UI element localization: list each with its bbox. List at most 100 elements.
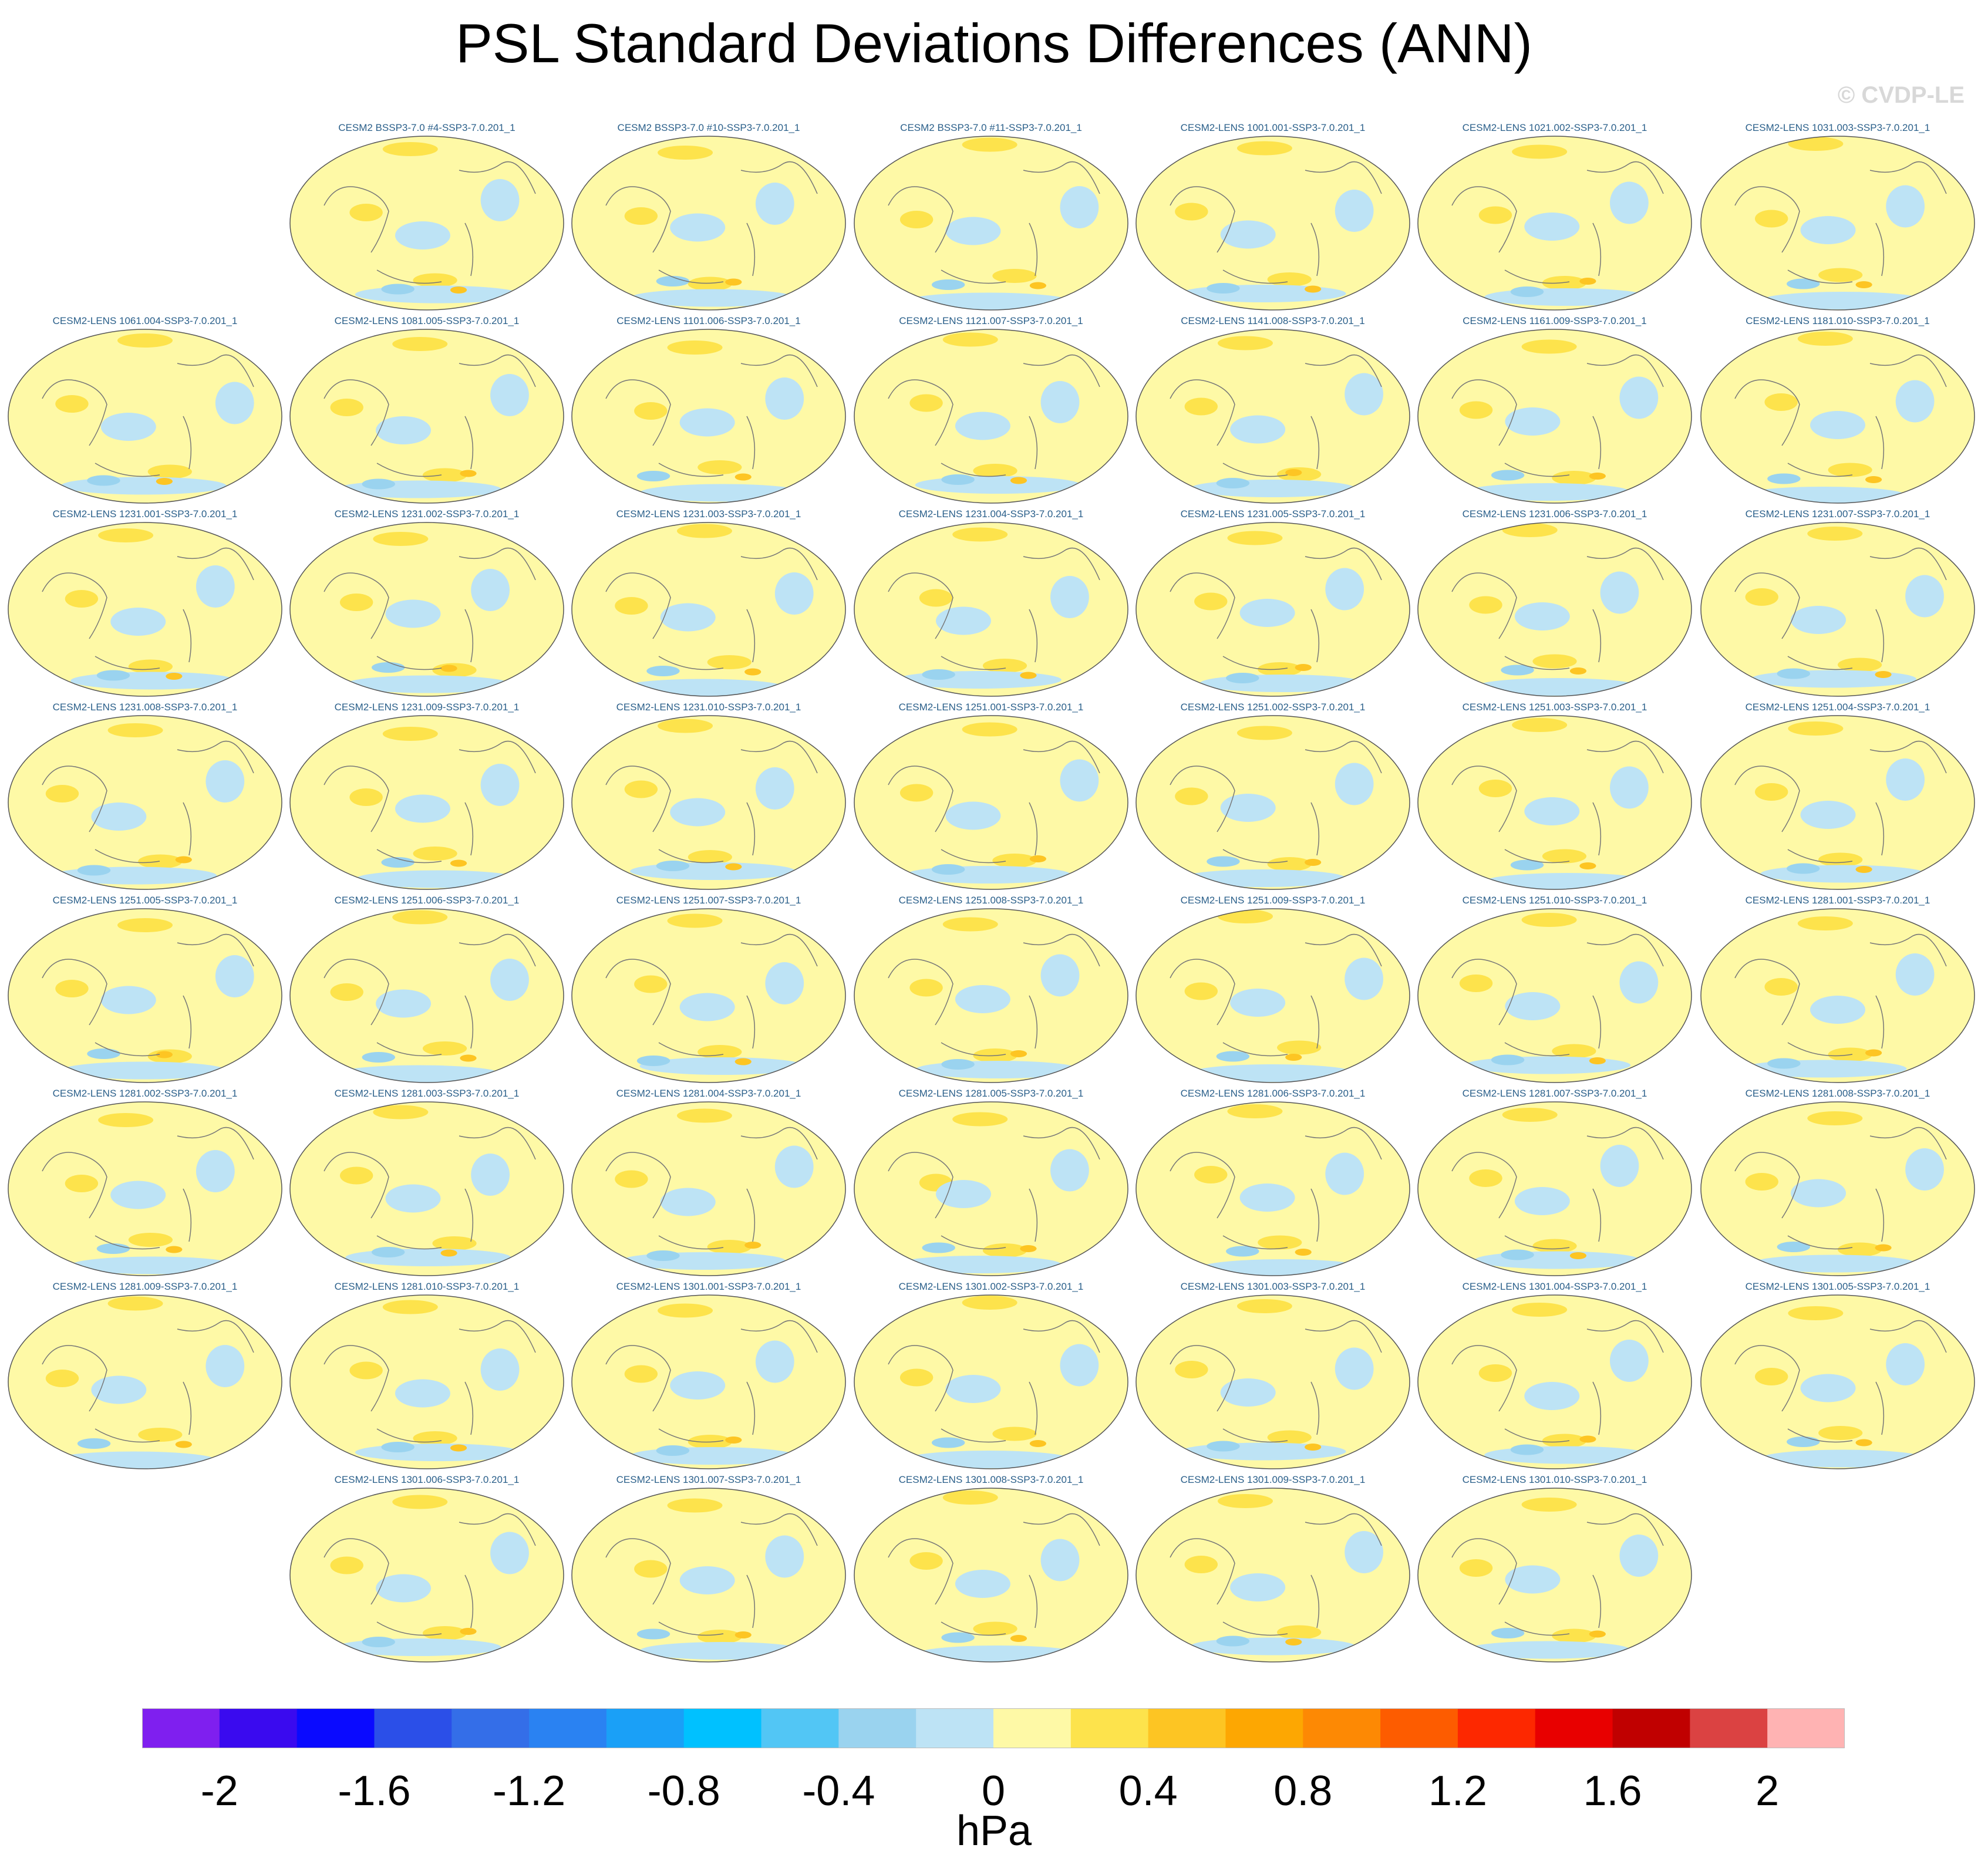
coastline: [324, 1127, 536, 1250]
anomaly-region: [1218, 336, 1273, 350]
anomaly-region: [919, 589, 953, 607]
anomaly-region: [385, 1184, 441, 1213]
anomaly-region: [91, 802, 147, 831]
anomaly-region: [941, 1632, 975, 1643]
panel-title: CESM2-LENS 1281.010-SSP3-7.0.201_1: [334, 1281, 520, 1292]
anomaly-region: [765, 962, 804, 1004]
anomaly-region: [1619, 376, 1659, 419]
anomaly-region: [1838, 657, 1882, 672]
anomaly-region: [1510, 859, 1544, 871]
anomaly-region: [1305, 1444, 1322, 1451]
anomaly-region: [1226, 1246, 1259, 1257]
map-panel: CESM2-LENS 1101.006-SSP3-7.0.201_1: [571, 315, 847, 509]
map-field: [1700, 908, 1975, 1083]
panel-title: CESM2-LENS 1231.001-SSP3-7.0.201_1: [52, 508, 238, 520]
anomaly-region: [1459, 1559, 1493, 1577]
anomaly-region: [698, 1630, 742, 1644]
anomaly-region: [1755, 783, 1788, 801]
anomaly-region: [91, 1375, 147, 1404]
anomaly-region: [345, 1249, 511, 1266]
anomaly-region: [77, 865, 111, 876]
anomaly-region: [1807, 527, 1863, 541]
anomaly-region: [646, 1250, 680, 1261]
anomaly-region: [1465, 1641, 1631, 1659]
map-outline: [1417, 1488, 1692, 1663]
panel-title: CESM2-LENS 1231.004-SSP3-7.0.201_1: [898, 508, 1084, 520]
anomaly-region: [110, 1181, 166, 1209]
anomaly-region: [1552, 471, 1596, 485]
anomaly-region: [915, 1061, 1081, 1078]
anomaly-region: [992, 269, 1037, 283]
anomaly-region: [490, 374, 529, 416]
coastline: [888, 161, 1100, 284]
anomaly-region: [422, 468, 467, 483]
panel-title: CESM2-LENS 1301.009-SSP3-7.0.201_1: [1180, 1474, 1366, 1485]
anomaly-region: [440, 665, 457, 672]
anomaly-region: [1818, 1426, 1863, 1440]
coastline: [324, 1320, 536, 1443]
map-outline: [1135, 522, 1410, 697]
coastline: [1170, 1513, 1382, 1636]
anomaly-region: [55, 980, 89, 997]
anomaly-region: [973, 1621, 1017, 1636]
anomaly-region: [636, 1056, 670, 1066]
map-field: [1417, 136, 1692, 311]
map-field: [1700, 329, 1975, 504]
anomaly-region: [725, 278, 742, 286]
colorbar-tick-label: -1.6: [338, 1768, 411, 1815]
anomaly-region: [899, 1368, 934, 1387]
map-panel: CESM2-LENS 1251.009-SSP3-7.0.201_1: [1135, 895, 1411, 1088]
anomaly-region: [1767, 473, 1801, 484]
coastline: [605, 740, 818, 864]
colorbar-tick-label: -2: [200, 1768, 238, 1815]
map-outline: [1700, 1101, 1975, 1276]
anomaly-region: [1050, 576, 1089, 618]
anomaly-region: [1512, 718, 1568, 732]
anomaly-region: [98, 528, 154, 542]
anomaly-region: [110, 608, 166, 636]
map-field: [1417, 908, 1692, 1083]
map-field: [571, 136, 846, 311]
anomaly-region: [1505, 407, 1561, 436]
anomaly-region: [955, 1570, 1010, 1598]
panel-title: CESM2-LENS 1281.005-SSP3-7.0.201_1: [898, 1088, 1084, 1099]
map-field: [571, 1294, 846, 1469]
anomaly-region: [1207, 1441, 1240, 1452]
anomaly-region: [1532, 1239, 1577, 1253]
map-panel: CESM2-LENS 1301.001-SSP3-7.0.201_1: [571, 1281, 847, 1475]
anomaly-region: [899, 784, 934, 802]
anomaly-region: [952, 527, 1008, 542]
map-field: [1417, 1294, 1692, 1469]
anomaly-region: [1199, 1259, 1366, 1276]
ocean-field: [854, 716, 1128, 889]
anomaly-region: [460, 1054, 477, 1062]
colorbar-segment: [606, 1708, 685, 1748]
anomaly-region: [909, 394, 943, 412]
map-field: [1135, 136, 1410, 311]
colorbar-tick-label: 1.6: [1583, 1768, 1642, 1815]
map-outline: [571, 1101, 846, 1276]
map-outline: [854, 715, 1128, 890]
anomaly-region: [1491, 470, 1525, 481]
panel-title: CESM2-LENS 1121.007-SSP3-7.0.201_1: [899, 315, 1083, 326]
anomaly-region: [65, 1175, 99, 1192]
map-panel: CESM2-LENS 1281.008-SSP3-7.0.201_1: [1700, 1088, 1976, 1282]
map-outline: [854, 329, 1128, 504]
anomaly-region: [962, 722, 1017, 737]
panel-title: CESM2-LENS 1281.001-SSP3-7.0.201_1: [1745, 895, 1930, 906]
anomaly-region: [1905, 1148, 1944, 1191]
anomaly-region: [450, 286, 467, 294]
anomaly-region: [382, 727, 438, 741]
anomaly-region: [1905, 575, 1944, 618]
map-field: [571, 908, 846, 1083]
anomaly-region: [905, 866, 1072, 884]
anomaly-region: [945, 1375, 1001, 1403]
anomaly-region: [624, 780, 658, 798]
map-outline: [1417, 715, 1692, 890]
colorbar-segment: [451, 1708, 530, 1748]
colorbar-segment: [1148, 1708, 1226, 1748]
colorbar-tick-label: 0: [981, 1768, 1006, 1815]
anomaly-region: [667, 913, 723, 928]
map-outline: [1700, 329, 1975, 504]
map-panel: CESM2-LENS 1251.010-SSP3-7.0.201_1: [1417, 895, 1693, 1088]
